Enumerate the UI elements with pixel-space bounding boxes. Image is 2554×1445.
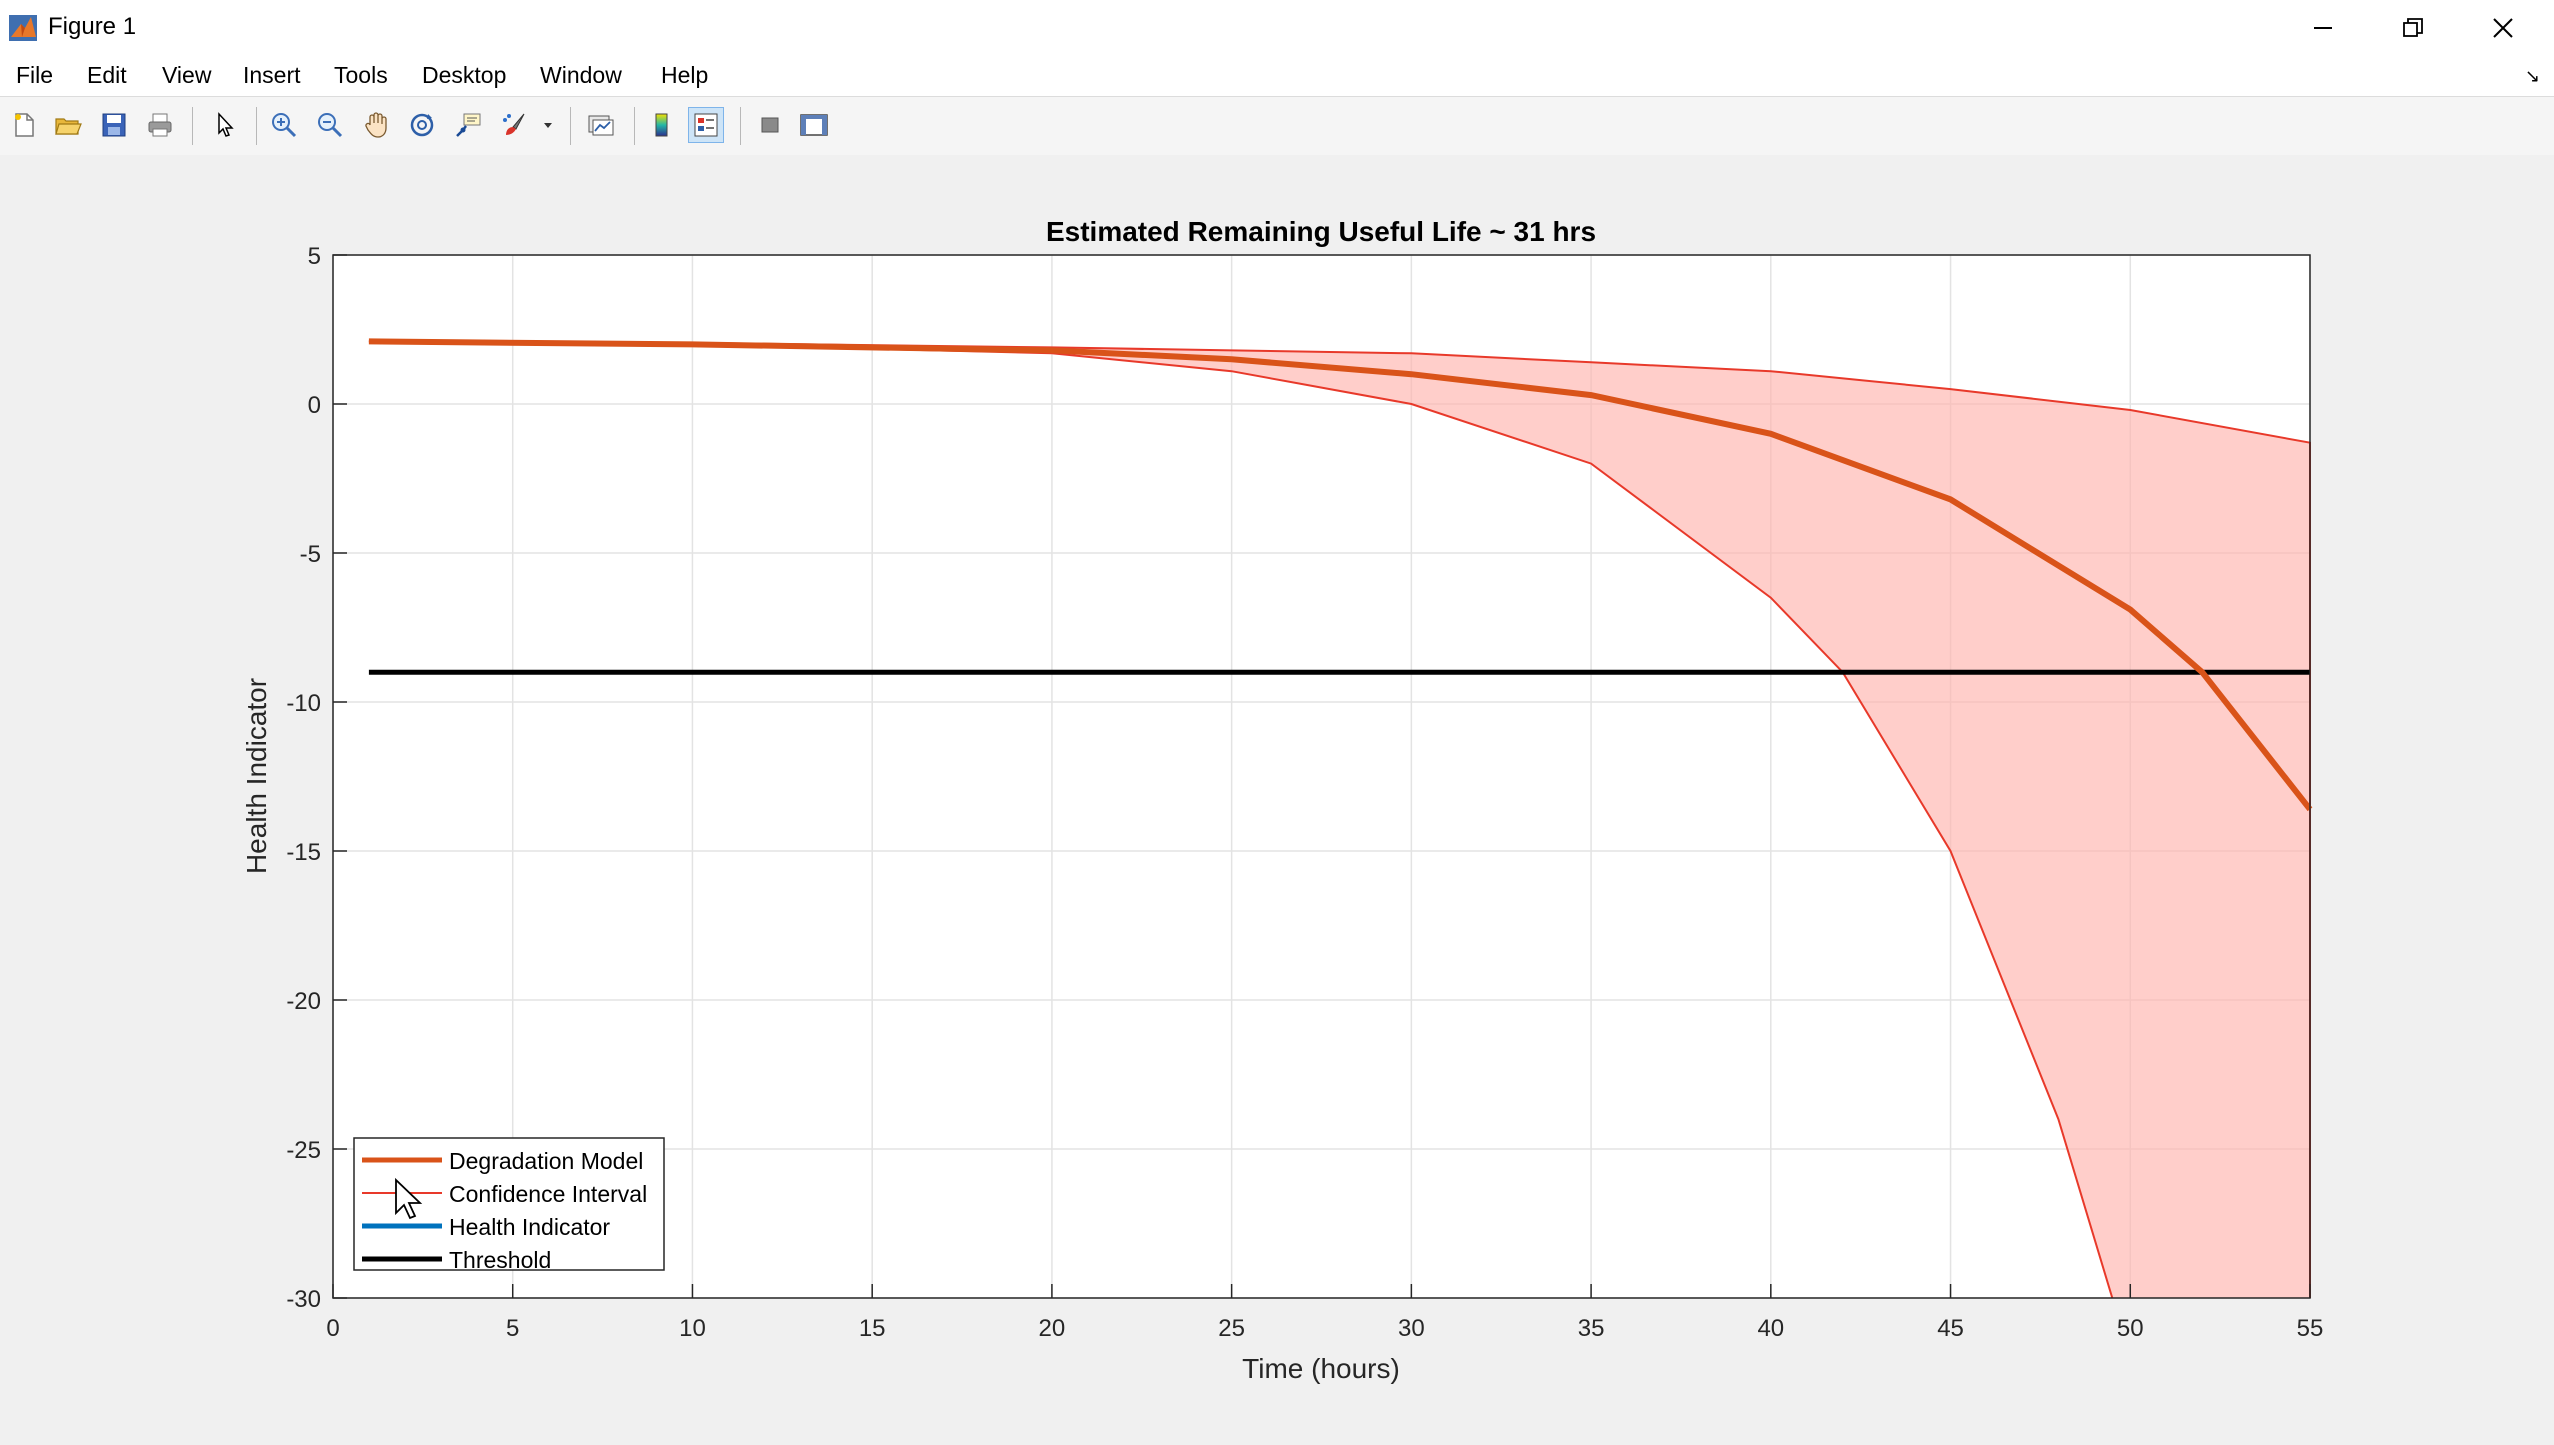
zoom-in-icon [272,113,297,138]
data-cursor-icon [456,113,481,137]
edit-plot-arrow-icon [218,112,234,137]
menu-file[interactable]: File [16,62,54,88]
y-tick-label: -15 [286,839,321,866]
x-axis-ticks: 0 5 10 15 20 25 30 35 40 45 50 55 [326,1284,2323,1342]
pan-button[interactable] [358,107,394,143]
toolbar-separator [570,107,571,145]
menu-view[interactable]: View [162,62,212,88]
toolbar-separator [192,107,193,145]
open-file-button[interactable] [50,107,86,143]
matlab-logo-icon [9,15,37,41]
x-tick-label: 50 [2117,1315,2144,1342]
menubar: File Edit View Insert Tools Desktop Wind… [0,56,2554,96]
toolbar-separator [740,107,741,145]
window-title: Figure 1 [48,13,137,40]
legend-icon [694,113,718,137]
degradation-model-line [368,338,2313,812]
confidence-interval-fill [368,341,2310,1298]
x-tick-label: 20 [1039,1315,1066,1342]
axes-box [332,254,2311,1299]
x-tick-label: 45 [1937,1315,1964,1342]
chart-title: Estimated Remaining Useful Life ~ 31 hrs [1046,216,1596,247]
hide-plot-tools-icon [761,117,779,133]
link-plot-icon [588,115,614,136]
pan-hand-icon [365,112,387,138]
show-plot-tools-button[interactable] [796,107,832,143]
menu-insert[interactable]: Insert [243,62,301,88]
rotate-3d-button[interactable] [404,107,440,143]
colorbar-icon [655,113,668,137]
edit-plot-button[interactable] [206,107,242,143]
restore-icon [2403,18,2423,37]
x-axis-label: Time (hours) [1242,1353,1400,1384]
y-tick-label: -10 [286,690,321,717]
save-button[interactable] [96,107,132,143]
link-plot-button[interactable] [582,107,618,143]
menu-window[interactable]: Window [540,62,622,88]
legend-label-confidence-interval: Confidence Interval [449,1181,647,1207]
dock-arrow-icon[interactable]: ↘ [2524,66,2540,86]
x-tick-label: 10 [679,1315,706,1342]
zoom-in-button[interactable] [266,107,302,143]
figure-canvas: 0 5 10 15 20 25 30 35 40 45 50 55 5 0 -5 -10 -15 -20 -25-… [0,155,2554,1440]
new-figure-button[interactable] [6,107,42,143]
close-icon [2493,18,2513,38]
brush-dropdown-icon [544,123,552,128]
legend[interactable]: Degradation Model Confidence Interval He… [353,1137,665,1273]
legend-label-threshold: Threshold [449,1247,551,1273]
new-figure-icon [15,113,34,137]
menu-help[interactable]: Help [661,62,709,88]
y-tick-label: -25 [286,1137,321,1164]
legend-label-health-indicator: Health Indicator [449,1214,610,1240]
rul-chart[interactable]: 0 5 10 15 20 25 30 35 40 45 50 55 50-5-10-15-20-25-… [0,155,2554,1440]
y-tick-label: -30 [286,1286,321,1313]
y-tick-label: -5 [300,541,321,568]
x-tick-label: 15 [859,1315,886,1342]
x-tick-label: 30 [1398,1315,1425,1342]
hide-plot-tools-button[interactable] [752,107,788,143]
y-axis-label: Health Indicator [241,678,272,874]
mouse-cursor-icon [395,1177,423,1220]
y-tick-label: 0 [308,392,321,419]
legend-label-degradation-model: Degradation Model [449,1148,643,1174]
x-tick-label: 55 [2297,1315,2324,1342]
window-titlebar: Figure 1 [0,0,2554,56]
close-button[interactable] [2458,0,2548,56]
x-tick-label: 40 [1757,1315,1784,1342]
print-icon [148,113,172,137]
zoom-out-icon [318,113,343,138]
x-tick-label: 5 [506,1315,519,1342]
save-icon [102,113,126,137]
minimize-icon [2314,27,2332,29]
figure-toolbar [0,96,2554,156]
toolbar-separator [256,107,257,145]
zoom-out-button[interactable] [312,107,348,143]
menu-edit[interactable]: Edit [87,62,127,88]
menu-desktop[interactable]: Desktop [422,62,507,88]
y-axis-ticks: 5 0 -5 -10 -15 -20 -25 -30 [286,243,347,1313]
y-tick-label: -20 [286,988,321,1015]
brush-button[interactable] [496,107,532,143]
rotate-3d-icon [410,113,434,137]
toolbar-separator [634,107,635,145]
x-tick-label: 35 [1578,1315,1605,1342]
x-tick-label: 25 [1218,1315,1245,1342]
menu-tools[interactable]: Tools [334,62,388,88]
y-tick-label: 5 [308,243,321,270]
legend-button[interactable] [688,107,724,143]
data-cursor-button[interactable] [450,107,486,143]
brush-icon [503,113,525,135]
restore-button[interactable] [2368,0,2458,56]
minimize-button[interactable] [2278,0,2368,56]
show-plot-tools-icon [800,114,828,136]
brush-dropdown-button[interactable] [538,107,558,143]
print-button[interactable] [142,107,178,143]
open-file-icon [55,118,82,135]
x-tick-label: 0 [326,1315,339,1342]
colorbar-button[interactable] [644,107,680,143]
